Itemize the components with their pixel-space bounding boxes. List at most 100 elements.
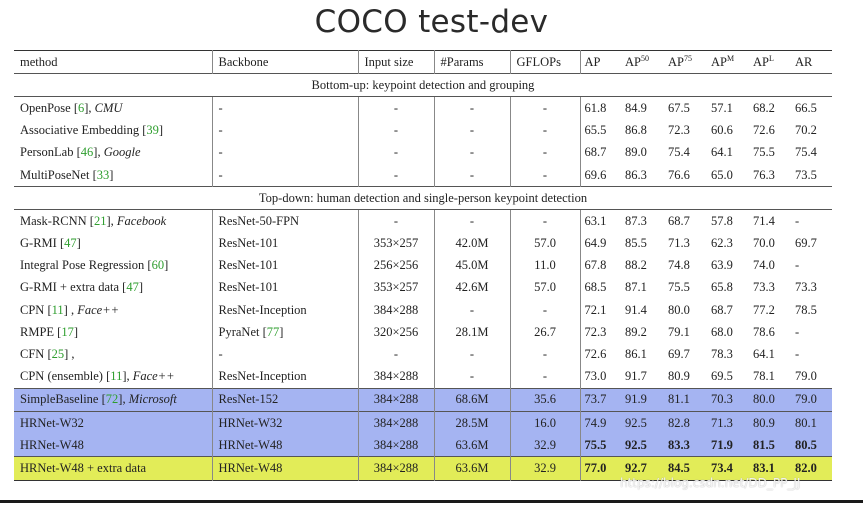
input-size-cell: 320×256	[357, 321, 434, 344]
apl-cell: 72.6	[753, 123, 775, 138]
citation-ref: 33	[96, 167, 110, 182]
ap-cell: 77.0	[579, 456, 621, 481]
gflops-cell: 57.0	[509, 232, 580, 255]
params-cell: -	[433, 119, 510, 142]
ap-cell: 65.5	[579, 119, 621, 142]
method-cell: Associative Embedding [39]	[20, 123, 164, 138]
ap50-cell: 85.5	[625, 236, 647, 251]
apm-cell: 62.3	[711, 236, 733, 251]
backbone-name: -	[218, 167, 223, 182]
header-row: method Backbone Input size #Params GFLOP…	[14, 50, 832, 74]
header-params: #Params	[433, 50, 510, 74]
citation-ref: 11	[110, 369, 123, 384]
citation-ref: 47	[64, 236, 77, 251]
apl-cell: 74.0	[753, 258, 775, 273]
ap50-cell: 89.2	[625, 324, 647, 339]
table-row: CPN (ensemble) [11], Face++ ResNet-Incept…	[14, 365, 832, 389]
ap75-cell: 71.3	[668, 236, 690, 251]
backbone-name: PyraNet	[218, 324, 260, 339]
method-suffix: ,	[126, 369, 133, 384]
section-label: Bottom-up: keypoint detection and groupi…	[14, 73, 832, 98]
method-name: HRNet-W48 + extra data	[20, 460, 147, 475]
params-cell: 28.5M	[433, 411, 510, 435]
params-cell: -	[433, 209, 510, 233]
backbone-name: ResNet-152	[218, 392, 279, 407]
apl-cell: 73.3	[753, 280, 775, 295]
ap50-cell: 92.5	[625, 415, 647, 430]
backbone-name: ResNet-50-FPN	[218, 213, 300, 228]
ar-cell: 73.5	[795, 167, 817, 182]
method-name: CPN (ensemble)	[20, 369, 103, 384]
table-row: MultiPoseNet [33] - - - -69.6 86.3 76.6 65.0 76.…	[14, 163, 832, 187]
ap50-cell: 86.3	[625, 167, 647, 182]
apm-cell: 63.9	[711, 258, 733, 273]
gflops-cell: -	[509, 209, 580, 233]
backbone-cell: -	[211, 343, 358, 366]
apl-cell: 75.5	[753, 145, 775, 160]
header-ar: AR	[795, 54, 813, 69]
backbone-name: ResNet-Inception	[218, 369, 307, 384]
apm-cell: 57.1	[711, 100, 733, 115]
ar-cell: 75.4	[795, 145, 817, 160]
method-org: Facebook	[116, 213, 167, 228]
method-org: Google	[103, 145, 141, 160]
backbone-cell: ResNet-101	[211, 276, 358, 300]
input-size-cell: 384×288	[357, 299, 434, 322]
method-org: Face++	[132, 369, 175, 384]
backbone-cell: HRNet-W48	[211, 434, 358, 457]
ap-cell: 69.6	[579, 163, 621, 187]
gflops-cell: -	[509, 343, 580, 366]
header-method: method	[20, 54, 58, 69]
ap-cell: 75.5	[579, 434, 621, 457]
citation-ref: 39	[146, 123, 159, 138]
apl-cell: 78.6	[753, 324, 775, 339]
method-org: Microsoft	[128, 392, 177, 407]
ap75-cell: 76.6	[668, 167, 690, 182]
apm-cell: 65.0	[711, 167, 733, 182]
apm-cell: 78.3	[711, 347, 733, 362]
backbone-cell: -	[211, 141, 358, 164]
input-size-cell: 256×256	[357, 254, 434, 277]
apl-cell: 77.2	[753, 302, 775, 317]
ap-cell: 68.5	[579, 276, 621, 300]
gflops-cell: 32.9	[509, 456, 580, 481]
ap-cell: 64.9	[579, 232, 621, 255]
ap-cell: 67.8	[579, 254, 621, 277]
apl-cell: 76.3	[753, 167, 775, 182]
method-cell: CFN [25] ,	[20, 347, 75, 362]
method-suffix: ,	[122, 392, 129, 407]
table-row: RMPE [17] PyraNet [77] 320×256 28.1M 26.7 72.…	[14, 321, 832, 344]
params-cell: 63.6M	[433, 434, 510, 457]
table-row: Associative Embedding [39] - - - -65.5 86.8 72…	[14, 119, 832, 142]
ap75-cell: 80.9	[668, 369, 690, 384]
header-ap: AP	[579, 50, 621, 74]
method-cell: MultiPoseNet [33]	[20, 167, 114, 182]
method-name: HRNet-W48	[20, 437, 84, 452]
gflops-cell: -	[509, 163, 580, 187]
citation-ref: 11	[51, 302, 64, 317]
citation-ref: 6	[78, 100, 85, 115]
gflops-cell: -	[509, 141, 580, 164]
method-cell: CPN [11] , Face++	[20, 302, 120, 317]
method-name: MultiPoseNet	[20, 167, 90, 182]
ap-cell: 61.8	[579, 96, 621, 120]
method-suffix: ,	[88, 100, 95, 115]
ar-cell: 69.7	[795, 236, 817, 251]
params-cell: 42.0M	[433, 232, 510, 255]
table-row: SimpleBaseline [72], Microsoft ResNet-152…	[14, 388, 832, 412]
ap75-cell: 67.5	[668, 100, 690, 115]
input-size-cell: 384×288	[357, 411, 434, 435]
citation-ref: 72	[105, 392, 119, 407]
apl-cell: 71.4	[753, 213, 775, 228]
gflops-cell: -	[509, 299, 580, 322]
params-cell: 68.6M	[433, 388, 510, 412]
ap75-cell: 72.3	[668, 123, 690, 138]
backbone-name: -	[218, 100, 223, 115]
ap50-cell: 87.1	[625, 280, 647, 295]
apm-cell: 71.9	[711, 437, 733, 452]
backbone-name: ResNet-Inception	[218, 302, 307, 317]
method-cell: CPN (ensemble) [11], Face++	[20, 369, 175, 384]
method-cell: Mask-RCNN [21], Facebook	[20, 213, 167, 228]
method-name: CPN	[20, 302, 45, 317]
section-header: Bottom-up: keypoint detection and groupi…	[14, 73, 832, 98]
